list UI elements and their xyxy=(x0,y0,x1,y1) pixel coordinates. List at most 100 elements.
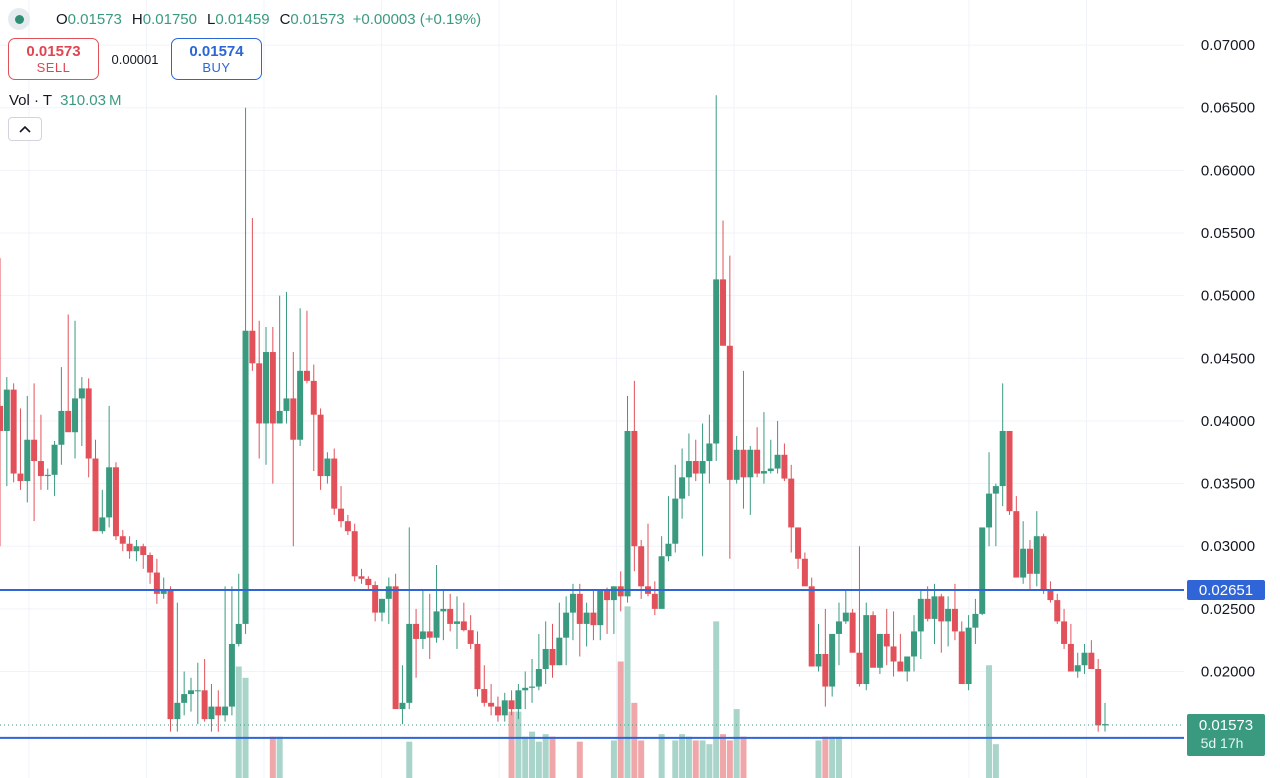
candle xyxy=(51,440,58,497)
candle-body xyxy=(508,700,515,710)
candle-body xyxy=(494,706,501,716)
candle-body xyxy=(760,471,767,474)
candle-body xyxy=(774,454,781,469)
candle-body xyxy=(1074,665,1081,672)
candle xyxy=(631,380,638,572)
volume-bar xyxy=(542,734,549,778)
y-tick-label: 0.02000 xyxy=(1201,664,1255,681)
candle-body xyxy=(1095,669,1102,726)
candle-body xyxy=(569,593,576,613)
candle-body xyxy=(829,633,836,687)
candle xyxy=(842,590,849,624)
candle-body xyxy=(1006,430,1013,512)
candle-body xyxy=(92,458,99,532)
candle-body xyxy=(215,706,222,716)
candle xyxy=(481,665,488,707)
candle xyxy=(31,383,38,522)
candle-body xyxy=(992,486,999,494)
candle-body xyxy=(849,612,856,653)
volume-bar xyxy=(733,709,740,778)
candle-body xyxy=(324,458,331,477)
candle xyxy=(1020,521,1027,584)
candle xyxy=(413,608,420,678)
volume-bar xyxy=(406,741,413,778)
candle-body xyxy=(167,590,174,720)
candle xyxy=(569,583,576,641)
candle-body xyxy=(870,615,877,668)
volume-bar xyxy=(726,740,733,778)
low-label: L xyxy=(206,10,216,28)
candle xyxy=(938,593,945,653)
collapse-legend-button[interactable] xyxy=(8,117,42,141)
candle-body xyxy=(945,608,952,622)
candle-body xyxy=(3,389,10,431)
y-tick-label: 0.03500 xyxy=(1201,476,1255,493)
candle xyxy=(317,408,324,490)
candle xyxy=(358,568,365,584)
candle xyxy=(692,439,699,482)
volume-bar xyxy=(835,736,842,778)
candle-body xyxy=(1020,548,1027,578)
candle-body xyxy=(85,388,92,459)
candle-body xyxy=(338,508,345,522)
candle xyxy=(515,684,522,720)
candle-body xyxy=(515,690,522,710)
candle-body xyxy=(147,554,154,573)
volume-bar xyxy=(624,606,631,778)
candle xyxy=(474,631,481,697)
high-value: 0.01750 xyxy=(142,10,197,28)
candle xyxy=(235,573,242,647)
candle xyxy=(679,448,686,519)
candle-body xyxy=(767,468,774,472)
volume-bar xyxy=(699,740,706,778)
y-tick-label: 0.06500 xyxy=(1201,100,1255,117)
sell-button[interactable]: 0.01573 SELL xyxy=(8,38,99,80)
candle-body xyxy=(37,461,44,477)
candle-body xyxy=(385,586,392,599)
candle-body xyxy=(344,521,351,532)
candle xyxy=(1102,702,1108,732)
horizontal-level-label: 0.02651 xyxy=(1199,582,1253,599)
candle xyxy=(297,308,304,447)
volume-legend: Vol · T 310.03 M xyxy=(9,92,121,109)
candle-body xyxy=(242,330,249,624)
candle-body xyxy=(331,458,338,509)
volume-bar xyxy=(242,677,249,778)
candle-body xyxy=(174,702,181,720)
candle-body xyxy=(372,585,379,613)
candle xyxy=(529,658,536,703)
candle xyxy=(344,514,351,535)
candle xyxy=(699,423,706,557)
candle-body xyxy=(951,608,958,632)
candle-body xyxy=(535,669,542,687)
candle-body xyxy=(672,498,679,544)
candle-body xyxy=(665,543,672,557)
candle-body xyxy=(133,546,140,552)
candle-body xyxy=(706,443,713,462)
buy-label: BUY xyxy=(202,60,231,75)
candle xyxy=(767,439,774,474)
candle-body xyxy=(685,461,692,478)
candle xyxy=(1040,533,1047,594)
candle xyxy=(119,529,126,552)
candle xyxy=(0,258,3,547)
volume-bar xyxy=(549,736,556,778)
candle xyxy=(795,527,802,569)
volume-bar xyxy=(631,702,638,778)
candle-body xyxy=(556,637,563,666)
candle xyxy=(986,452,993,547)
candle xyxy=(665,496,672,562)
candle xyxy=(870,611,877,668)
candle-body xyxy=(31,439,38,462)
volume-bar xyxy=(672,740,679,778)
candle-body xyxy=(78,388,85,399)
candle-body xyxy=(590,612,597,626)
symbol-status-icon[interactable] xyxy=(8,8,30,30)
candle xyxy=(310,364,317,472)
candle-body xyxy=(317,414,324,477)
candle-body xyxy=(999,430,1006,487)
buy-button[interactable]: 0.01574 BUY xyxy=(171,38,262,80)
candle xyxy=(1095,658,1102,732)
close-value: 0.01573 xyxy=(290,10,345,28)
